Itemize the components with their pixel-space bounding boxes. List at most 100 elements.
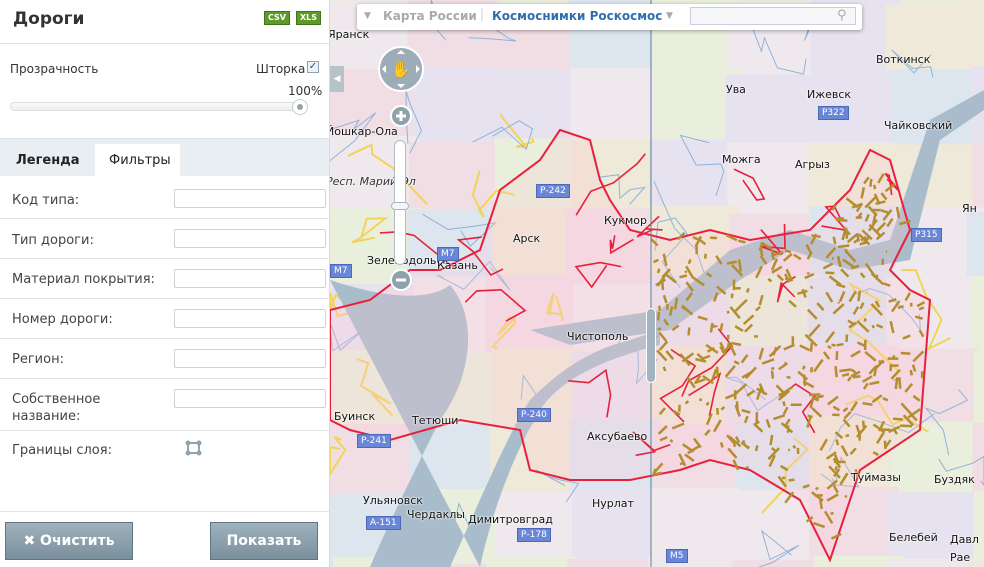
bounds-draw-icon[interactable]	[185, 440, 203, 457]
road-segment	[825, 247, 837, 259]
city-label: Давл	[950, 533, 979, 546]
city-label: Рае	[950, 551, 971, 564]
chevron-down-icon[interactable]: ▼	[364, 11, 371, 21]
own-name-input[interactable]	[174, 389, 326, 408]
zoom-out-button[interactable]	[390, 269, 412, 291]
road-segment	[849, 447, 857, 455]
road-segment	[712, 292, 719, 302]
road-segment	[652, 462, 664, 475]
road-segment	[715, 366, 720, 378]
right-basemap-select[interactable]: Космоснимки Роскосмос	[492, 9, 663, 23]
road-segment	[797, 370, 809, 381]
road-segment	[892, 417, 903, 421]
road	[848, 281, 899, 372]
road-segment	[743, 415, 749, 424]
river	[725, 376, 782, 412]
road-segment	[825, 291, 834, 303]
map-area	[571, 486, 662, 567]
road-segment	[734, 298, 748, 312]
road-segment	[730, 264, 744, 277]
road-segment	[883, 282, 891, 287]
river	[750, 22, 807, 75]
collapse-panel-button[interactable]: ◀	[330, 66, 344, 92]
zoom-in-button[interactable]	[390, 105, 412, 127]
map-area	[648, 555, 739, 567]
type-code-input[interactable]	[174, 189, 326, 208]
opacity-slider-handle[interactable]	[292, 99, 308, 115]
opacity-value: 100%	[288, 84, 323, 98]
export-csv-button[interactable]: CSV	[264, 11, 290, 25]
map-area	[485, 556, 576, 567]
road-segment	[672, 409, 681, 416]
road-segment	[787, 448, 791, 452]
map-view[interactable]: Яранск Йошкар-Ола Респ. Марий-Эл Зеленод…	[330, 0, 984, 567]
road-segment	[859, 302, 865, 310]
road-segment	[812, 521, 826, 529]
road-segment	[745, 465, 750, 470]
road-segment	[737, 239, 746, 244]
chevron-down-icon[interactable]: ▼	[666, 11, 673, 21]
map-area	[494, 69, 585, 150]
river	[422, 213, 497, 247]
road-type-input[interactable]	[174, 229, 326, 248]
map-area	[966, 562, 984, 567]
road-segment	[828, 275, 842, 286]
road-segment	[892, 354, 896, 359]
road-segment	[840, 445, 849, 457]
road-segment	[652, 471, 662, 477]
curtain-checkbox[interactable]: ✓	[307, 61, 319, 73]
road-number-input[interactable]	[174, 309, 326, 328]
road-segment	[916, 301, 926, 308]
road-segment	[832, 236, 837, 245]
road-segment	[741, 408, 751, 414]
road-segment	[687, 327, 691, 336]
district-boundary	[568, 368, 612, 418]
road-segment	[804, 333, 818, 347]
river	[938, 455, 984, 487]
opacity-slider[interactable]	[10, 102, 307, 111]
surface-input[interactable]	[174, 269, 326, 288]
close-icon: ✖	[23, 533, 41, 549]
road-segment	[806, 308, 818, 320]
road-segment	[721, 343, 733, 354]
clear-button[interactable]: ✖ Очистить	[5, 522, 133, 560]
search-icon[interactable]: ⚲	[837, 8, 847, 23]
search-input[interactable]	[690, 7, 856, 25]
district-boundary	[785, 383, 816, 434]
road-segment	[826, 479, 838, 490]
road-segment	[809, 342, 814, 352]
road-segment	[811, 406, 823, 418]
tab-filters[interactable]: Фильтры	[95, 144, 180, 177]
road-segment	[839, 368, 852, 373]
river	[891, 49, 934, 78]
left-basemap-select[interactable]: Карта России	[383, 9, 477, 23]
road-segment	[848, 290, 857, 303]
road-segment	[761, 358, 775, 365]
road-segment	[662, 253, 668, 267]
pan-control[interactable]: ✋	[377, 45, 425, 93]
swipe-handle[interactable]	[646, 308, 656, 383]
export-xls-button[interactable]: XLS	[296, 11, 322, 25]
city-label: Чердаклы	[407, 508, 465, 521]
show-button[interactable]: Показать	[210, 522, 318, 560]
road-segment	[685, 265, 695, 279]
map-area	[569, 419, 660, 500]
region-input[interactable]	[174, 349, 326, 368]
road-segment	[778, 392, 783, 399]
map-area	[972, 422, 984, 503]
map-area	[966, 212, 984, 293]
road-segment	[692, 235, 699, 241]
map-area	[971, 275, 984, 356]
road-segment	[786, 375, 791, 379]
tab-legend[interactable]: Легенда	[16, 153, 80, 168]
zoom-slider-handle[interactable]	[391, 202, 409, 210]
road-segment	[898, 377, 902, 389]
road-segment	[883, 439, 892, 449]
curtain-label: Шторка	[256, 62, 306, 76]
road-segment	[784, 249, 792, 254]
road-segment	[826, 493, 839, 502]
road-segment	[834, 431, 844, 440]
road-segment	[779, 464, 789, 472]
road-segment	[832, 457, 842, 469]
road	[499, 113, 535, 148]
